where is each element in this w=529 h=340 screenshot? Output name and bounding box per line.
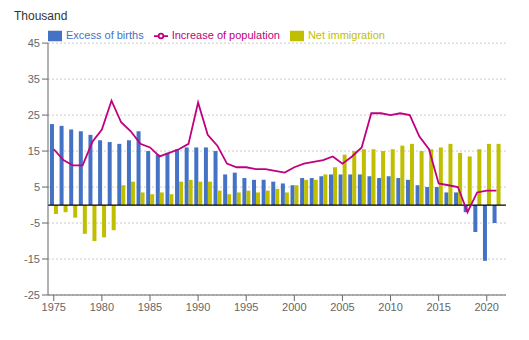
svg-text:1980: 1980: [90, 301, 114, 313]
html-text:Net immigration: Net immigration: [307, 29, 385, 41]
html-text:Increase of population: Increase of population: [171, 29, 280, 41]
svg-text:1985: 1985: [138, 301, 162, 313]
svg-text:-5: -5: [30, 217, 40, 229]
svg-text:1990: 1990: [186, 301, 210, 313]
svg-text:2005: 2005: [330, 301, 354, 313]
svg-text:45: 45: [28, 37, 40, 49]
svg-text:2020: 2020: [475, 301, 499, 313]
svg-text:35: 35: [28, 73, 40, 85]
svg-text:5: 5: [34, 181, 40, 193]
svg-text:2010: 2010: [378, 301, 402, 313]
svg-text:25: 25: [28, 109, 40, 121]
svg-text:1995: 1995: [234, 301, 258, 313]
svg-text:15: 15: [28, 145, 40, 157]
svg-text:2000: 2000: [282, 301, 306, 313]
svg-text:2015: 2015: [426, 301, 450, 313]
svg-text:-15: -15: [24, 253, 40, 265]
svg-text:-25: -25: [24, 289, 40, 301]
svg-text:1975: 1975: [42, 301, 66, 313]
html-text:Excess of births: Excess of births: [66, 29, 144, 41]
html-text:Thousand: Thousand: [14, 9, 68, 23]
